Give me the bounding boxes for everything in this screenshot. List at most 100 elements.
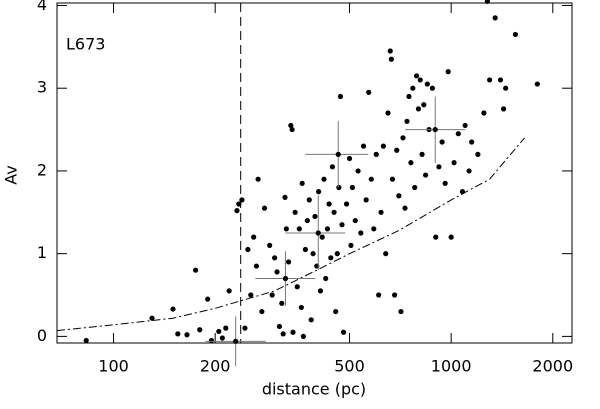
data-point	[340, 329, 347, 335]
data-point	[321, 176, 327, 182]
data-point	[253, 263, 260, 269]
x-tick-label: 2000	[532, 357, 573, 376]
data-point	[455, 131, 461, 137]
data-point	[308, 317, 314, 323]
data-point	[255, 176, 261, 182]
data-point	[451, 160, 457, 166]
data-point	[290, 329, 296, 335]
data-point	[348, 242, 354, 248]
error-point	[282, 275, 289, 282]
data-point	[288, 122, 294, 129]
data-point	[216, 328, 222, 335]
y-tick-label: 3	[37, 78, 47, 97]
data-point	[346, 155, 353, 162]
data-point	[149, 315, 155, 321]
data-point	[339, 222, 345, 228]
y-axis-label: Av	[2, 165, 21, 184]
data-point	[319, 234, 325, 240]
data-point	[503, 85, 509, 91]
data-point	[368, 176, 374, 182]
data-point	[184, 332, 190, 338]
data-point	[329, 164, 336, 170]
data-point	[392, 292, 398, 298]
x-tick-label: 200	[200, 357, 231, 376]
data-point	[378, 209, 384, 215]
data-point	[436, 164, 442, 170]
data-point	[269, 292, 275, 298]
y-tick-label: 2	[37, 160, 47, 179]
data-point	[272, 255, 278, 261]
data-point	[219, 335, 225, 341]
data-point	[408, 160, 414, 166]
x-tick-label: 100	[98, 357, 129, 376]
data-point	[424, 81, 430, 87]
data-point	[333, 308, 339, 315]
data-point	[413, 73, 420, 79]
data-point	[445, 69, 451, 75]
data-point	[349, 184, 356, 191]
data-point	[501, 106, 507, 112]
data-point	[289, 126, 295, 133]
data-point	[337, 93, 344, 100]
data-point	[459, 189, 466, 195]
data-point	[242, 325, 248, 331]
data-point	[326, 201, 332, 207]
data-point	[298, 304, 304, 311]
data-point	[389, 176, 396, 182]
data-point	[259, 308, 265, 315]
data-point	[304, 217, 310, 224]
data-point	[299, 180, 305, 186]
data-point	[276, 323, 283, 330]
data-point	[343, 201, 350, 207]
data-point	[331, 209, 337, 215]
data-point	[487, 77, 493, 83]
data-point	[484, 0, 490, 4]
data-point	[226, 288, 232, 294]
data-point	[421, 102, 427, 108]
data-point	[324, 226, 331, 232]
data-point	[442, 180, 448, 186]
error-point	[315, 230, 321, 236]
data-point	[387, 48, 393, 54]
data-point	[394, 147, 400, 153]
data-point	[251, 234, 257, 240]
data-point	[170, 306, 176, 312]
data-point	[417, 77, 423, 83]
data-point	[363, 197, 369, 203]
data-point	[534, 81, 540, 87]
annotation: L673	[66, 35, 105, 54]
data-point	[410, 85, 416, 91]
data-point	[383, 251, 389, 257]
error-point	[233, 338, 239, 344]
data-point	[306, 197, 312, 203]
data-point	[294, 284, 300, 290]
data-point	[376, 292, 382, 298]
x-axis-label: distance (pc)	[262, 380, 366, 399]
data-point	[292, 209, 298, 215]
data-point	[197, 327, 203, 333]
plot-frame	[56, 2, 573, 344]
error-point	[432, 126, 438, 133]
data-point	[286, 259, 292, 265]
data-point	[396, 193, 402, 199]
data-point	[469, 139, 475, 145]
data-point	[282, 194, 288, 201]
data-point	[239, 197, 245, 203]
data-point	[296, 226, 302, 232]
data-point	[429, 85, 436, 91]
data-point	[492, 15, 498, 21]
y-tick-label: 4	[37, 0, 47, 14]
data-point	[223, 325, 229, 331]
data-point	[400, 135, 406, 141]
data-point	[358, 230, 364, 236]
x-tick-label: 500	[334, 357, 365, 376]
data-point	[373, 151, 379, 157]
data-point	[398, 308, 404, 315]
data-point	[433, 234, 439, 240]
data-point	[236, 201, 242, 207]
error-point	[335, 151, 341, 157]
data-point	[261, 205, 268, 211]
data-point	[355, 168, 361, 174]
data-point	[466, 168, 472, 174]
